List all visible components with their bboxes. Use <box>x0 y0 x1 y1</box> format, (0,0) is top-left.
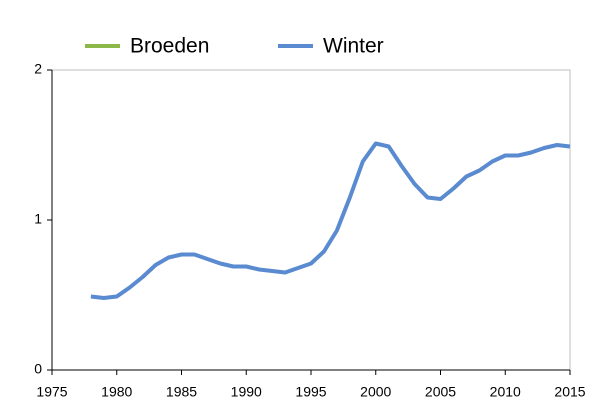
series-line <box>90 141 571 300</box>
legend-label: Winter <box>323 35 384 58</box>
y-tick-label: 1 <box>34 211 42 227</box>
x-tick-label: 2000 <box>360 384 391 400</box>
x-tick-label: 1995 <box>295 384 326 400</box>
x-tick-label: 1990 <box>231 384 262 400</box>
x-tick-label: 2010 <box>490 384 521 400</box>
x-tick-label: 2015 <box>554 384 585 400</box>
x-tick-label: 1975 <box>36 384 67 400</box>
legend-label: Broeden <box>130 35 209 58</box>
plot-frame <box>51 69 571 371</box>
x-tick-label: 2005 <box>425 384 456 400</box>
y-tick-label: 2 <box>34 61 42 77</box>
x-tick-label: 1980 <box>101 384 132 400</box>
x-tick-label: 1985 <box>166 384 197 400</box>
y-tick-label: 0 <box>34 361 42 377</box>
